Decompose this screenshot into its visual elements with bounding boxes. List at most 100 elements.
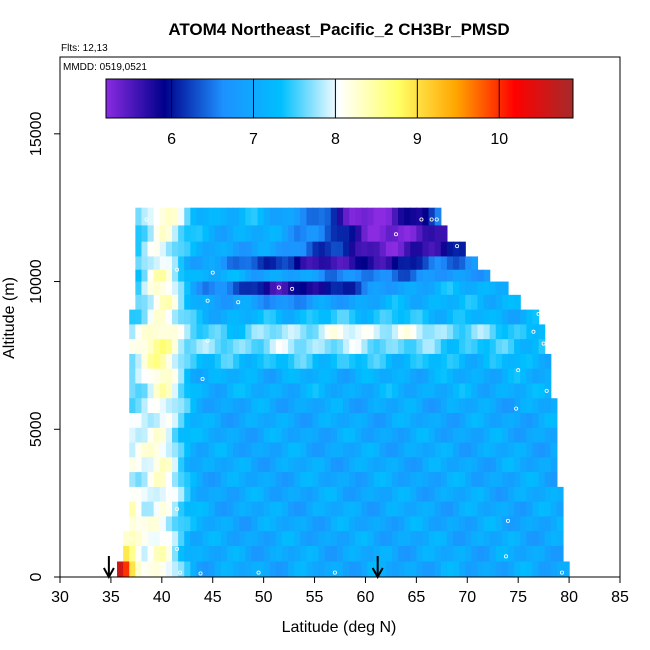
heatmap-cell — [379, 413, 387, 429]
heatmap-cell — [495, 442, 503, 458]
heatmap-cell — [172, 281, 179, 296]
heatmap-cell — [453, 486, 460, 503]
heatmap-cell — [373, 309, 381, 325]
heatmap-cell — [343, 398, 350, 414]
heatmap-cell — [343, 457, 350, 473]
heatmap-cell — [373, 324, 381, 340]
heatmap-cell — [440, 281, 448, 296]
heatmap-cell — [141, 339, 149, 355]
colorbar-tick-label: 7 — [249, 131, 258, 148]
heatmap-cell — [465, 383, 472, 399]
heatmap-cell — [202, 398, 210, 414]
heatmap-cell — [226, 545, 234, 563]
heatmap-cell — [275, 501, 283, 518]
heatmap-cell — [141, 472, 149, 488]
heatmap-cell — [263, 368, 271, 385]
heatmap-cell — [398, 561, 405, 577]
heatmap-cell — [165, 256, 173, 271]
heatmap-cell — [477, 472, 485, 488]
heatmap-cell — [465, 398, 472, 414]
heatmap-cell — [373, 501, 381, 518]
heatmap-cell — [336, 442, 344, 458]
heatmap-cell — [178, 398, 185, 414]
heatmap-cell — [153, 472, 161, 488]
heatmap-cell — [379, 516, 387, 532]
heatmap-cell — [398, 339, 405, 355]
heatmap-cell — [343, 442, 350, 458]
heatmap-cell — [153, 207, 161, 227]
heatmap-cell — [428, 294, 436, 311]
heatmap-cell — [495, 294, 503, 311]
heatmap-cell — [495, 501, 503, 518]
heatmap-cell — [306, 207, 314, 227]
heatmap-cell — [373, 472, 381, 488]
heatmap-cell — [312, 413, 320, 429]
sample-point — [141, 569, 146, 574]
heatmap-cell — [233, 383, 240, 399]
heatmap-cell — [117, 561, 124, 577]
heatmap-cell — [294, 241, 301, 258]
heatmap-cell — [165, 427, 173, 444]
heatmap-cell — [361, 516, 369, 532]
heatmap-cell — [336, 501, 344, 518]
heatmap-cell — [410, 269, 417, 283]
heatmap-cell — [361, 339, 369, 355]
heatmap-cell — [489, 368, 497, 385]
heatmap-cell — [379, 457, 387, 473]
heatmap-cell — [251, 501, 259, 518]
heatmap-cell — [349, 241, 356, 258]
heatmap-cell — [257, 472, 265, 488]
heatmap-cell — [367, 368, 375, 385]
heatmap-cell — [202, 383, 210, 399]
heatmap-cell — [526, 324, 534, 340]
heatmap-cell — [233, 207, 240, 227]
heatmap-cell — [361, 294, 369, 311]
heatmap-cell — [440, 442, 448, 458]
heatmap-cell — [269, 413, 277, 429]
heatmap-cell — [373, 294, 381, 311]
heatmap-cell — [275, 241, 283, 258]
heatmap-cell — [159, 383, 167, 399]
heatmap-cell — [532, 486, 540, 503]
heatmap-cell — [257, 501, 265, 518]
heatmap-cell — [330, 427, 338, 444]
heatmap-cell — [391, 413, 399, 429]
heatmap-cell — [165, 294, 173, 311]
heatmap-cell — [477, 324, 485, 340]
heatmap-cell — [153, 531, 161, 547]
heatmap-cell — [416, 516, 424, 532]
heatmap-cell — [514, 398, 521, 414]
heatmap-cell — [153, 269, 161, 283]
heatmap-cell — [214, 294, 222, 311]
heatmap-cell — [422, 241, 430, 258]
heatmap-cell — [202, 368, 210, 385]
heatmap-cell — [385, 427, 393, 444]
heatmap-cell — [294, 442, 301, 458]
heatmap-cell — [508, 339, 515, 355]
heatmap-cell — [330, 339, 338, 355]
sample-point — [429, 217, 434, 222]
heatmap-cell — [269, 383, 277, 399]
heatmap-cell — [471, 472, 479, 488]
sample-point — [129, 536, 134, 541]
heatmap-cell — [514, 324, 521, 340]
heatmap-cell — [184, 353, 191, 370]
sample-point — [178, 570, 183, 575]
heatmap-cell — [422, 339, 430, 355]
heatmap-cell — [459, 442, 466, 458]
heatmap-cell — [367, 531, 375, 547]
heatmap-cell — [294, 269, 301, 283]
heatmap-cell — [508, 442, 515, 458]
heatmap-cell — [159, 353, 167, 370]
heatmap-cell — [178, 457, 185, 473]
colorbar-tick-label: 6 — [167, 131, 176, 148]
heatmap-cell — [434, 207, 442, 227]
heatmap-cell — [214, 472, 222, 488]
heatmap-cell — [385, 561, 393, 577]
heatmap-cell — [318, 368, 326, 385]
heatmap-cell — [465, 486, 472, 503]
heatmap-cell — [196, 442, 204, 458]
heatmap-cell — [214, 309, 222, 325]
heatmap-cell — [324, 309, 332, 325]
heatmap-cell — [349, 207, 356, 227]
